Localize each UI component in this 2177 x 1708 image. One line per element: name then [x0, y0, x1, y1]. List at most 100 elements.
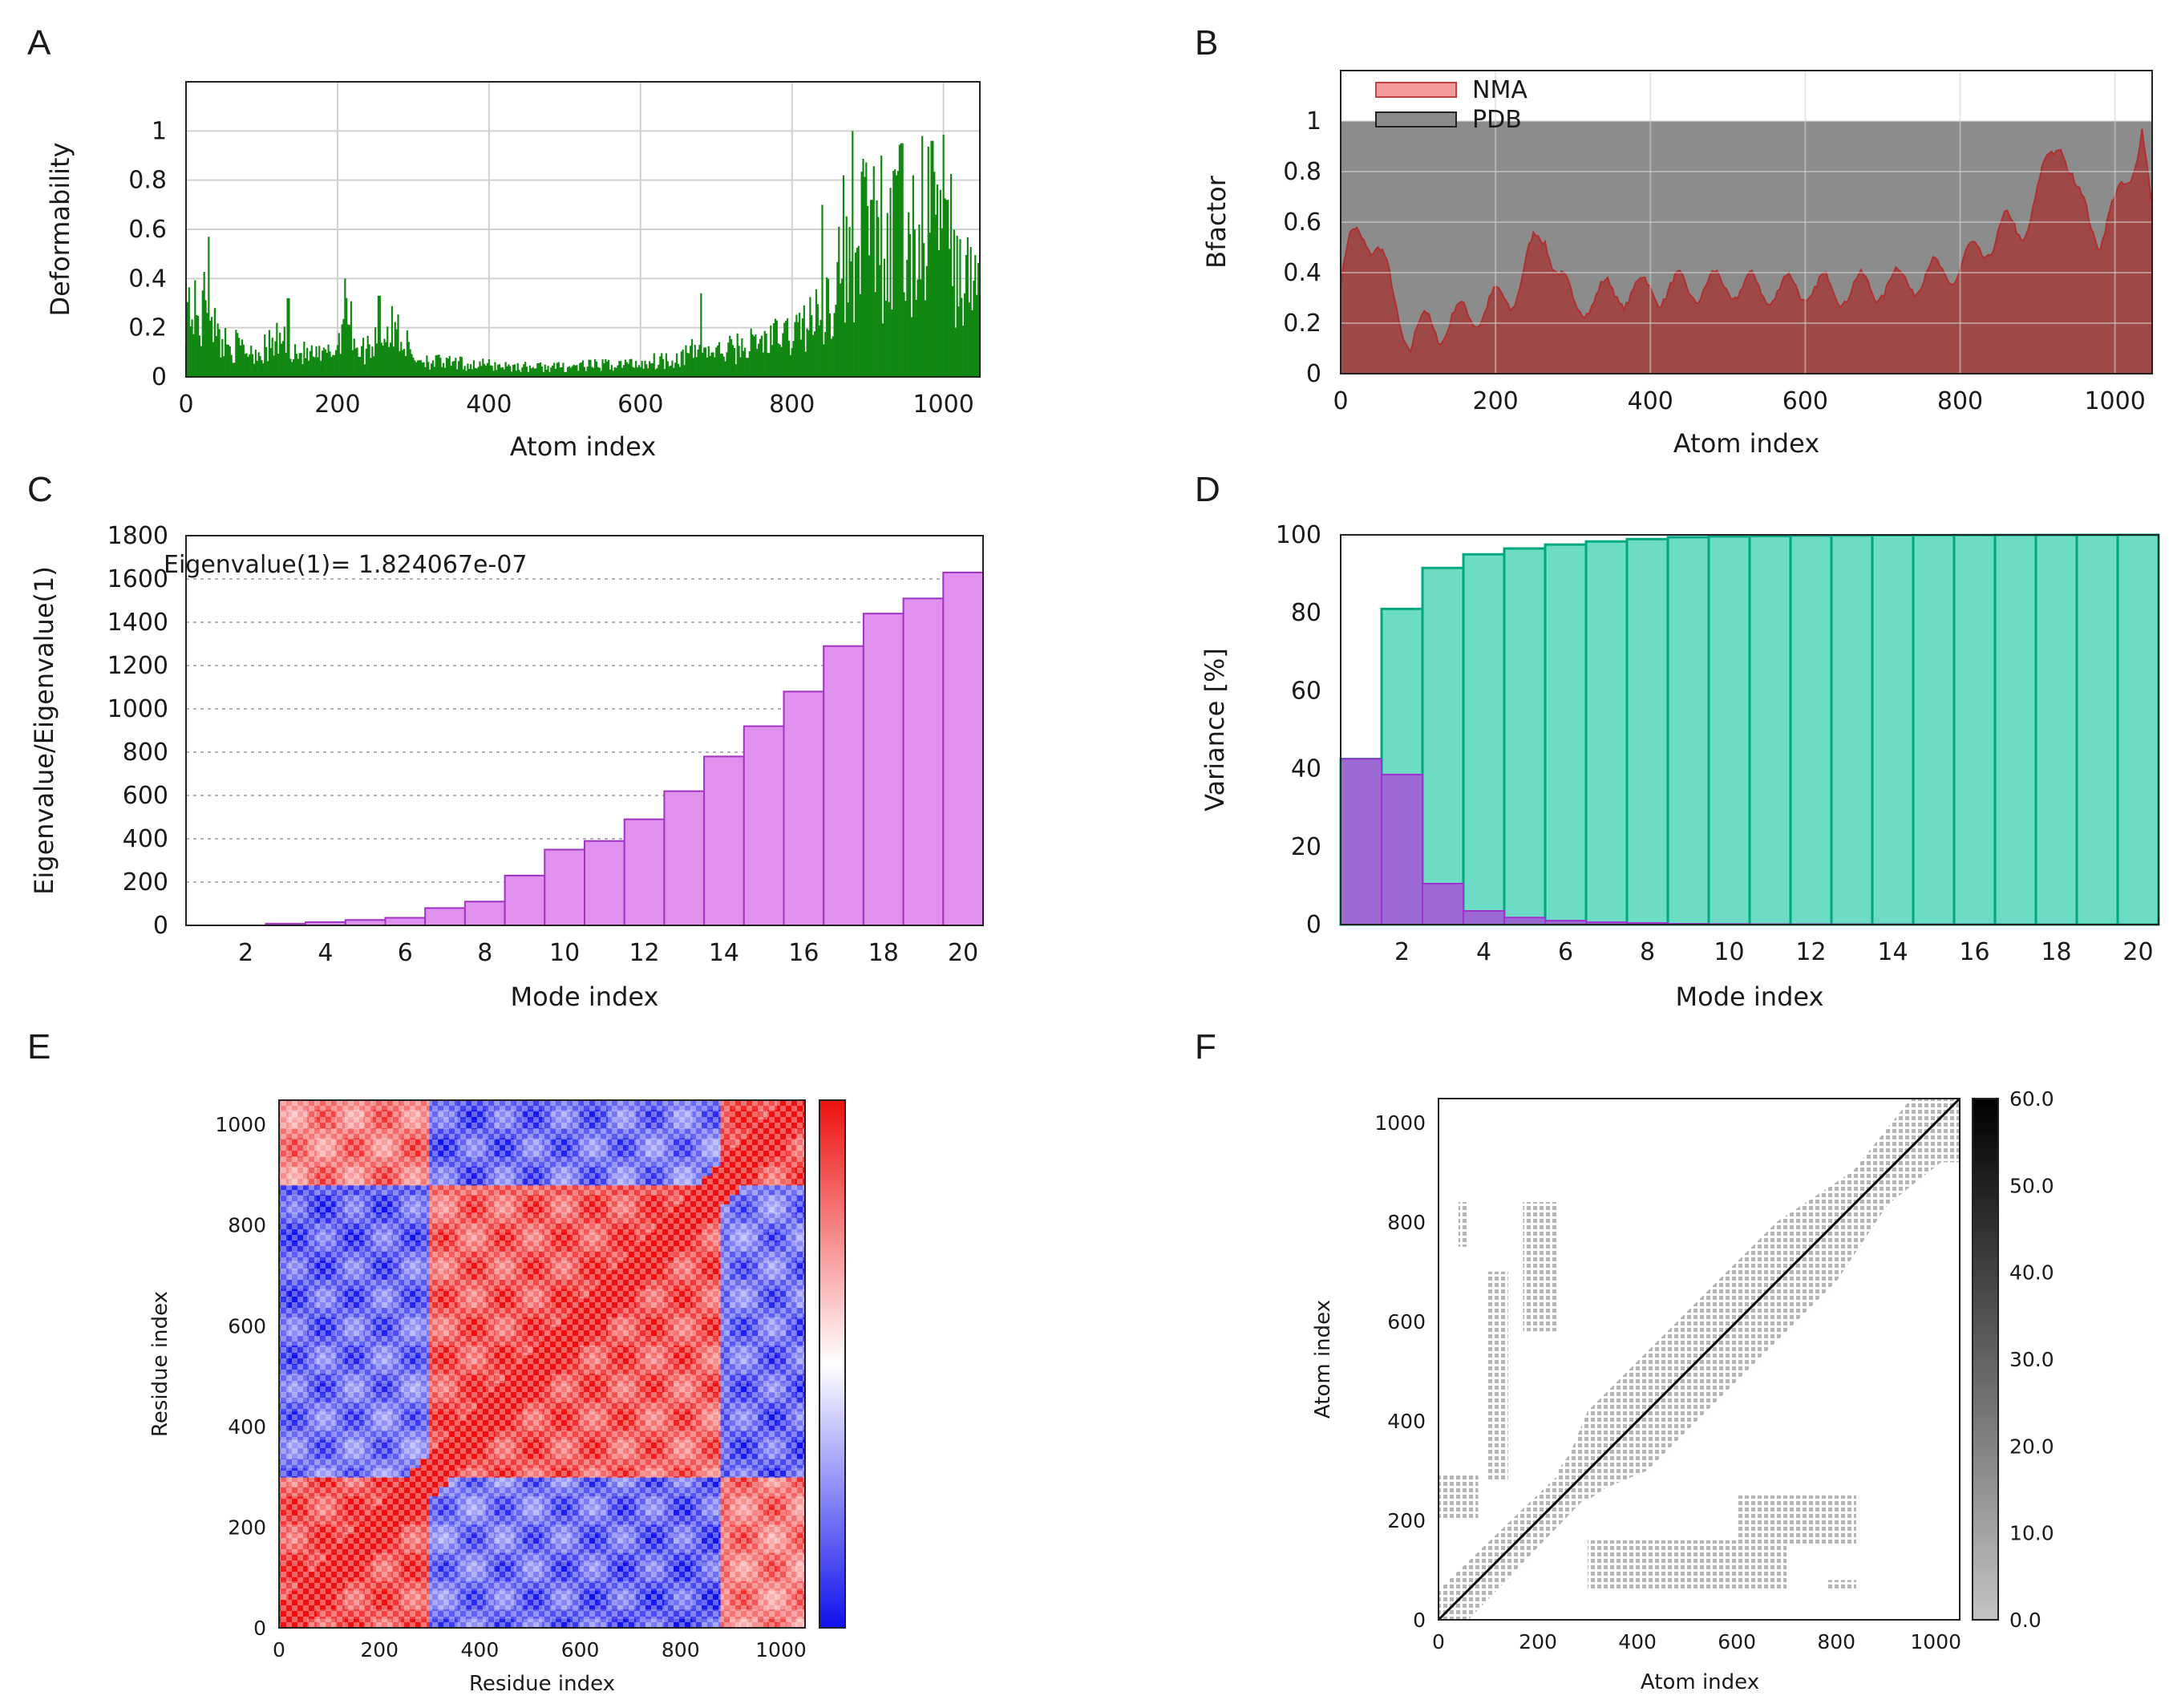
eigenvalue-bar [942, 571, 985, 927]
nma-line [1340, 128, 2152, 355]
x-tick-label: 14 [709, 939, 739, 967]
x-tick-label: 20 [2122, 938, 2153, 966]
cumulative-variance-bar [1584, 540, 1629, 926]
contact-block [1458, 1202, 1469, 1247]
x-tick-label: 1000 [2084, 387, 2145, 415]
y-tick-label: 600 [228, 1314, 266, 1338]
x-tick-label: 200 [1519, 1630, 1557, 1653]
x-tick-label: 400 [1618, 1630, 1657, 1653]
y-tick-label: 60 [1291, 677, 1321, 705]
chart-d-bars [1339, 533, 2160, 926]
y-tick-label: 20 [1291, 833, 1321, 861]
chart-a-marks [184, 131, 981, 377]
diagonal-line [1437, 1097, 1961, 1621]
chart-a-y-label: Deformability [45, 142, 75, 316]
y-tick-label: 1 [1306, 107, 1321, 136]
legend-label-pdb: PDB [1472, 106, 1522, 134]
chart-c-x-label: Mode index [511, 981, 659, 1012]
contact-block [1737, 1495, 1856, 1545]
cumulative-variance-bar [1748, 534, 1792, 926]
colorbar-tick-label: 10.0 [2009, 1522, 2054, 1545]
chart-e-y-label: Residue index [148, 1291, 172, 1437]
x-tick-label: 18 [868, 939, 899, 967]
chart-b-bfactor: NMA PDB 0 200 400 600 800 1000 0 0.2 0.4… [1201, 70, 2153, 459]
y-tick-label: 1200 [107, 652, 168, 680]
y-tick-label: 80 [1291, 599, 1321, 627]
x-tick-label: 16 [1959, 938, 1989, 966]
x-tick-label: 12 [629, 939, 659, 967]
eigenvalue-bar [344, 919, 386, 926]
chart-a-deformability: 0 200 400 600 800 1000 0 0.2 0.4 0.6 0.8… [45, 81, 981, 462]
chart-f-contacts [1437, 1097, 1961, 1621]
chart-e-x-ticks: 0 200 400 600 800 1000 [273, 1638, 807, 1661]
x-tick-label: 1000 [755, 1638, 807, 1661]
cumulative-variance-bar [1993, 533, 2037, 926]
x-tick-label: 1000 [1910, 1630, 1961, 1653]
y-tick-label: 1000 [215, 1113, 266, 1136]
panel-label-c: C [27, 470, 53, 509]
x-tick-label: 200 [1472, 387, 1518, 415]
x-tick-label: 800 [1937, 387, 1983, 415]
cumulative-variance-bar [1871, 533, 1915, 926]
chart-c-frame [185, 535, 984, 926]
colorbar-tick-label: 20.0 [2009, 1435, 2054, 1458]
chart-d-y-ticks: 0 20 40 60 80 100 [1276, 521, 1321, 939]
chart-c-x-ticks: 2 4 6 8 10 12 14 16 18 20 [238, 939, 978, 967]
x-tick-label: 4 [318, 939, 333, 967]
y-tick-label: 0 [1306, 911, 1321, 939]
y-tick-label: 0 [152, 363, 167, 391]
x-tick-label: 600 [1718, 1630, 1756, 1653]
chart-b-x-ticks: 0 200 400 600 800 1000 [1333, 387, 2145, 415]
x-tick-label: 10 [1714, 938, 1744, 966]
colorbar-tick-label: 60.0 [2009, 1087, 2054, 1111]
cumulative-variance-bar [2116, 533, 2160, 926]
eigenvalue-bar [823, 645, 864, 926]
y-tick-label: 0.8 [1283, 158, 1321, 186]
x-tick-label: 8 [1640, 938, 1655, 966]
contact-block [1439, 1475, 1479, 1520]
eigenvalue-bar [504, 874, 546, 927]
y-tick-label: 200 [123, 868, 168, 896]
x-tick-label: 400 [1628, 387, 1673, 415]
chart-c-y-label: Eigenvalue/Eigenvalue(1) [29, 566, 59, 895]
eigenvalue-bar [584, 840, 625, 926]
x-tick-label: 0 [1333, 387, 1348, 415]
y-tick-label: 600 [123, 782, 168, 810]
x-tick-label: 8 [477, 939, 492, 967]
individual-variance-bar [1340, 758, 1382, 926]
x-tick-label: 800 [1817, 1630, 1855, 1653]
cumulative-variance-bar [1544, 543, 1588, 926]
eigenvalue-bar [663, 790, 706, 926]
contact-block [1488, 1271, 1508, 1481]
contact-block [1523, 1202, 1558, 1332]
cumulative-variance-bar [1503, 547, 1547, 926]
chart-c-bars [265, 571, 985, 927]
y-tick-label: 200 [1387, 1509, 1426, 1532]
eigenvalue-bar [783, 690, 825, 927]
cumulative-variance-bar [1830, 534, 1874, 926]
x-tick-label: 200 [360, 1638, 399, 1661]
y-tick-label: 800 [228, 1214, 266, 1237]
colorbar-tick-label: 50.0 [2009, 1174, 2054, 1197]
x-tick-label: 600 [561, 1638, 600, 1661]
chart-d-x-ticks: 2 4 6 8 10 12 14 16 18 20 [1394, 938, 2154, 966]
colorbar-tick-label: 30.0 [2009, 1348, 2054, 1371]
x-tick-label: 600 [617, 391, 663, 419]
contact-block [1911, 1099, 1960, 1163]
contact-block [1588, 1540, 1787, 1590]
individual-variance-bar [1463, 909, 1505, 925]
x-tick-label: 0 [1432, 1630, 1445, 1653]
y-tick-label: 0.6 [1283, 208, 1321, 237]
y-tick-label: 400 [123, 825, 168, 853]
chart-e-x-label: Residue index [469, 1672, 615, 1696]
legend-swatch-nma [1375, 82, 1457, 98]
x-tick-label: 400 [461, 1638, 500, 1661]
y-tick-label: 1 [152, 117, 167, 145]
colorbar-tick-label: 40.0 [2009, 1261, 2054, 1285]
cumulative-variance-bar [1789, 534, 1833, 926]
eigenvalue-bar [902, 597, 945, 926]
legend-label-nma: NMA [1472, 76, 1528, 104]
y-tick-label: 0.4 [128, 265, 167, 293]
chart-b-legend: NMA PDB [1375, 76, 1528, 134]
